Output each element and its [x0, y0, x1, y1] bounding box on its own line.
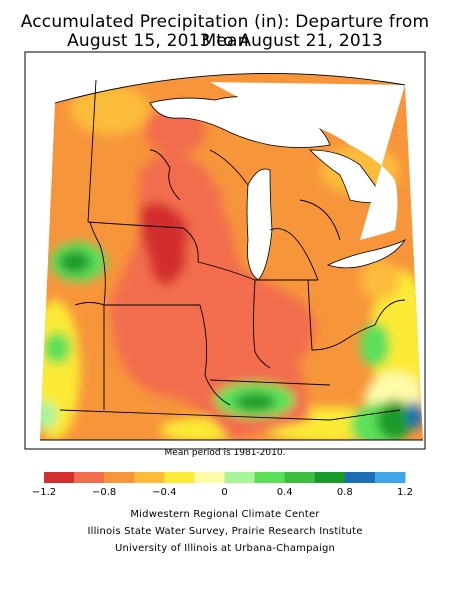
kansas-surplus — [43, 332, 71, 364]
map-title: Accumulated Precipitation (in): Departur… — [20, 12, 430, 51]
legend-tick-label: −0.8 — [92, 487, 117, 498]
nw-light-area — [70, 85, 150, 135]
legend-swatch — [344, 472, 376, 483]
legend-tick-label: 0.4 — [276, 487, 293, 498]
legend-swatch — [194, 472, 225, 483]
legend-tick-label: 1.2 — [397, 487, 413, 498]
map-subtitle: August 15, 2013 to August 21, 2013 — [67, 31, 383, 51]
legend-swatch — [284, 472, 316, 483]
ohio-light-area — [360, 260, 400, 300]
lake-erie — [326, 238, 407, 269]
legend-swatch — [224, 472, 256, 483]
upper-deficit-area — [138, 164, 315, 360]
max-deficit-area — [140, 202, 189, 285]
wv-surplus — [360, 323, 390, 367]
lake-michigan — [246, 168, 273, 281]
se-strong-surplus — [377, 400, 413, 440]
legend-swatch — [314, 472, 346, 483]
iowa-west-strong-surplus — [59, 251, 91, 273]
map-frame — [24, 51, 426, 450]
lake-huron — [309, 149, 386, 203]
legend-tick-label: −0.4 — [152, 487, 177, 498]
mean-period-note: Mean period is 1981-2010. — [164, 448, 286, 458]
legend-swatch — [134, 472, 165, 483]
canada-area — [210, 82, 405, 240]
legend-swatch — [104, 472, 135, 483]
legend-swatch — [164, 472, 195, 483]
sw-light-surplus — [40, 401, 57, 429]
kentucky-strong-surplus — [235, 393, 275, 411]
credit-line-3: University of Illinois at Urbana-Champai… — [114, 543, 336, 554]
credit-line-1: Midwestern Regional Climate Center — [130, 509, 320, 520]
legend-swatch — [44, 472, 75, 483]
legend-tick-label: 0.8 — [336, 487, 353, 498]
legend-swatch — [254, 472, 286, 483]
legend-tick-label: −1.2 — [31, 487, 57, 498]
legend-tick-label: 0 — [221, 487, 228, 498]
legend-swatch — [74, 472, 105, 483]
legend-swatch — [374, 472, 406, 483]
state-boundaries — [40, 73, 423, 441]
se-wet-area — [407, 401, 423, 429]
legend-colorbar — [44, 472, 406, 483]
credit-line-2: Illinois State Water Survey, Prairie Res… — [87, 526, 363, 537]
